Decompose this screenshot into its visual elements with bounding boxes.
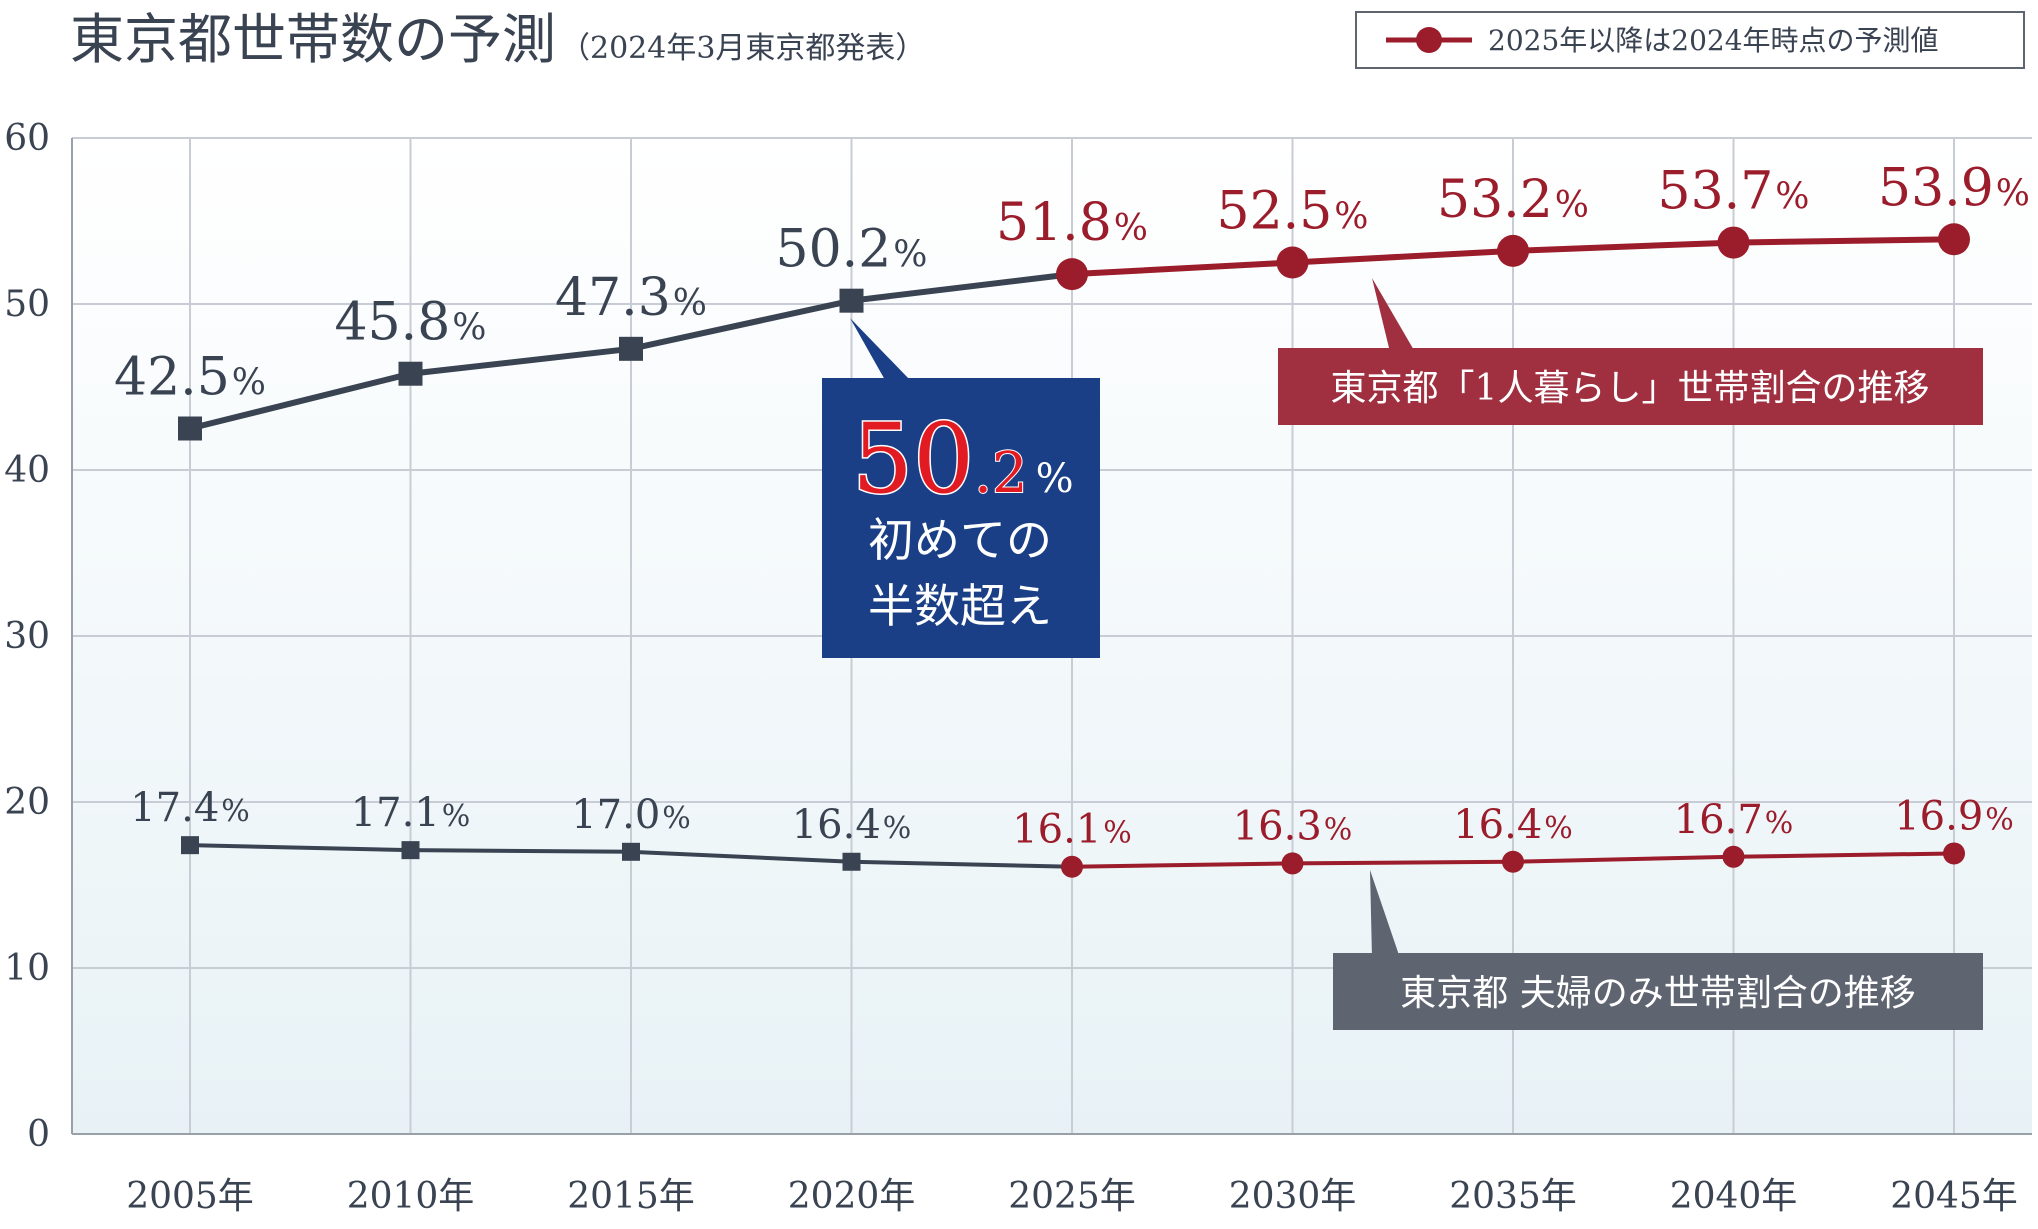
callout-highlight-box: [822, 378, 1100, 658]
y-tick-label-1: 10: [4, 948, 50, 989]
series-0-point-3: [839, 288, 864, 313]
title-main: 東京都世帯数の予測: [70, 8, 556, 71]
chart-title: 東京都世帯数の予測 （2024年3月東京都発表）: [70, 8, 925, 71]
series-0-point-8: [1938, 223, 1970, 256]
series-1: 17.4% 17.1% 17.0% 16.4% 16.1% 16.3% 16.4% 16.7%…: [130, 785, 2014, 878]
x-axis: 2005年 2010年 2015年 2020年 2025年 2030年 2035年 2040年…: [126, 1176, 2018, 1217]
series-0-point-5: [1276, 246, 1309, 279]
title-sub: （2024年3月東京都発表）: [560, 31, 925, 66]
callout-highlight: 50.2% 初めての 半数超え: [822, 378, 1100, 658]
callout-couple: 東京都 夫婦のみ世帯割合の推移: [1333, 953, 1983, 1030]
y-tick-label-0: 0: [27, 1114, 50, 1155]
callout-couple-text: 東京都 夫婦のみ世帯割合の推移: [1400, 973, 1915, 1014]
series-1-point-7: [1722, 845, 1745, 868]
series-0-point-4: [1056, 258, 1088, 291]
series-1-point-6: [1502, 850, 1524, 873]
series-0-point-2: [619, 336, 643, 361]
series-group: 42.5% 45.8% 47.3% 50.2% 51.8% 52.5% 53.2% 53.7%…: [114, 158, 2030, 878]
x-tick-label-5: 2030年: [1229, 1176, 1357, 1217]
series-1-label-1: 17.1%: [351, 790, 471, 836]
series-0-point-6: [1497, 234, 1529, 267]
series-0-point-1: [398, 361, 423, 386]
series-1-label-0: 17.4%: [130, 785, 250, 831]
legend-marker: [1416, 27, 1442, 53]
series-0-label-2: 47.3%: [555, 268, 707, 328]
series-1-point-0: [181, 836, 199, 855]
callout-single-box: [1278, 348, 1983, 425]
highlight-percent: %: [1036, 456, 1074, 502]
series-0-label-4: 51.8%: [996, 193, 1148, 253]
callout-single-text: 東京都「1人暮らし」世帯割合の推移: [1331, 368, 1930, 409]
series-0-label-6: 53.2%: [1437, 170, 1589, 230]
series-0-label-5: 52.5%: [1217, 182, 1369, 242]
series-1-point-2: [622, 842, 640, 861]
x-tick-label-7: 2040年: [1670, 1176, 1798, 1217]
highlight-decimal: .2: [974, 441, 1027, 506]
callout-highlight-pointer: [850, 318, 910, 380]
series-1-point-8: [1943, 842, 1965, 865]
series-0-point-0: [178, 416, 202, 441]
series-1-label-4: 16.1%: [1012, 807, 1132, 853]
series-1-label-7: 16.7%: [1674, 797, 1794, 843]
y-tick-label-2: 20: [4, 782, 50, 823]
series-0-label-1: 45.8%: [335, 293, 487, 353]
y-tick-label-3: 30: [4, 616, 50, 657]
callout-highlight-line1: 初めての: [868, 513, 1052, 567]
series-1-point-1: [401, 841, 420, 860]
x-tick-label-0: 2005年: [126, 1176, 254, 1217]
y-tick-label-6: 60: [4, 118, 50, 159]
y-tick-label-5: 50: [4, 284, 50, 325]
highlight-number: 50: [852, 403, 974, 515]
x-tick-label-6: 2035年: [1449, 1176, 1577, 1217]
series-1-label-3: 16.4%: [792, 802, 912, 848]
x-tick-label-2: 2015年: [567, 1176, 695, 1217]
y-axis: 0 10 20 30 40 50 60: [4, 118, 50, 1155]
series-1-label-8: 16.9%: [1894, 793, 2014, 839]
callout-highlight-value: 50.2%: [852, 403, 1074, 515]
x-tick-label-4: 2025年: [1008, 1176, 1136, 1217]
x-tick-label-8: 2045年: [1890, 1176, 2018, 1217]
series-1-label-6: 16.4%: [1453, 802, 1573, 848]
legend: 2025年以降は2024年時点の予測値: [1355, 11, 2025, 69]
series-1-point-3: [842, 852, 861, 871]
callout-couple-pointer: [1370, 870, 1400, 958]
series-1-label-2: 17.0%: [571, 792, 691, 838]
y-tick-label-4: 40: [4, 450, 50, 491]
series-0-point-7: [1717, 226, 1750, 259]
series-1-point-5: [1281, 852, 1304, 875]
series-0-label-3: 50.2%: [776, 220, 928, 280]
callout-highlight-line2: 半数超え: [868, 579, 1052, 633]
callout-single-pointer: [1372, 278, 1415, 352]
x-tick-label-3: 2020年: [788, 1176, 916, 1217]
series-0-label-0: 42.5%: [114, 348, 266, 408]
series-0-label-8: 53.9%: [1878, 158, 2030, 218]
series-0: 42.5% 45.8% 47.3% 50.2% 51.8% 52.5% 53.2% 53.7%…: [114, 158, 2030, 441]
series-0-label-7: 53.7%: [1658, 162, 1810, 222]
legend-label: 2025年以降は2024年時点の予測値: [1488, 24, 1939, 57]
x-tick-label-1: 2010年: [347, 1176, 475, 1217]
series-1-point-4: [1061, 855, 1083, 878]
series-1-label-5: 16.3%: [1233, 803, 1353, 849]
callout-single: 東京都「1人暮らし」世帯割合の推移: [1278, 348, 1983, 425]
callout-couple-box: [1333, 953, 1983, 1030]
